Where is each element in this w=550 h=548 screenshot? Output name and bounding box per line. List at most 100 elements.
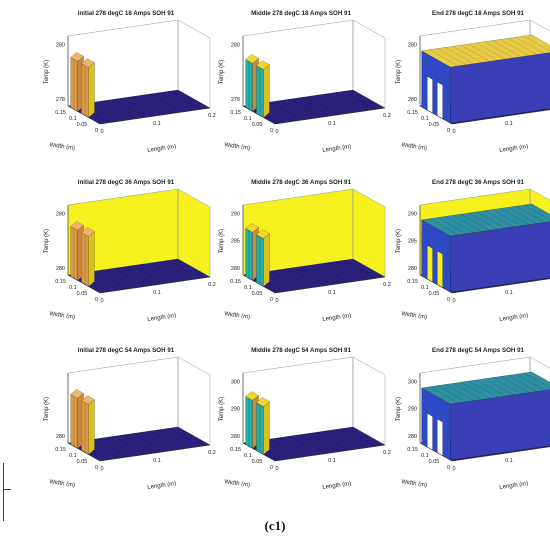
tab-front-2 bbox=[81, 400, 89, 455]
mesh-line bbox=[168, 91, 201, 110]
y-tick-label: 0.05 bbox=[252, 291, 263, 297]
z-tick-label: 290 bbox=[231, 211, 240, 217]
mesh-line bbox=[270, 270, 303, 290]
z-tick-label: 280 bbox=[408, 434, 417, 440]
plateau-mesh bbox=[484, 210, 514, 228]
y-tick-label: 0.05 bbox=[77, 291, 88, 297]
y-tick-label: 0.1 bbox=[244, 116, 252, 122]
caption-text: (c1) bbox=[264, 518, 286, 533]
plateau-mesh bbox=[492, 377, 522, 394]
panel-8: Middle 278 degC 54 Amps SOH 91 300 290 280 T… bbox=[219, 347, 391, 491]
plateau-mesh bbox=[429, 49, 459, 67]
z-axis-label: Temp (K) bbox=[219, 229, 225, 253]
y-tick-label: 0.15 bbox=[55, 110, 66, 116]
panel-title: Initial 278 degC 54 Amps SOH 91 bbox=[78, 347, 175, 354]
mesh-line bbox=[307, 265, 340, 284]
mesh-line bbox=[159, 429, 192, 448]
panel-2: Middle 278 degC 18 Amps SOH 91 280 278 Temp… bbox=[219, 10, 391, 154]
plateau-mesh bbox=[523, 35, 550, 52]
panel-title: End 278 degC 18 Amps SOH 91 bbox=[432, 10, 524, 17]
plateau-mesh bbox=[437, 48, 467, 65]
plateau-mesh bbox=[515, 206, 545, 223]
mesh-line bbox=[334, 429, 367, 448]
mesh-line bbox=[168, 428, 201, 447]
y-tick-label: 0 bbox=[95, 465, 98, 471]
tab-front-1 bbox=[245, 395, 253, 449]
x-axis-label: Length (m) bbox=[147, 481, 177, 491]
x-tick-label: 0 bbox=[100, 129, 103, 135]
z-axis-label: Temp (K) bbox=[44, 60, 50, 84]
y-tick-label: 0.1 bbox=[421, 285, 429, 291]
plateau-mesh bbox=[437, 217, 467, 234]
mesh-line bbox=[343, 428, 376, 447]
x-axis-label: Length (m) bbox=[499, 481, 529, 491]
panel-3: End 278 degC 18 Amps SOH 91 280 280 Temp (K… bbox=[396, 10, 550, 154]
plateau-gap-2 bbox=[437, 81, 443, 120]
z-tick-label: 278 bbox=[56, 97, 65, 103]
x-tick-label: 0.2 bbox=[208, 113, 216, 119]
y-tick-label: 0.15 bbox=[407, 279, 418, 285]
x-tick-label: 0 bbox=[100, 298, 103, 304]
plateau-mesh bbox=[515, 37, 545, 54]
plateau-mesh bbox=[500, 208, 530, 225]
y-axis-label: Width (m) bbox=[401, 142, 428, 152]
panel-5: Middle 278 degC 36 Amps SOH 91 290 285 280 T… bbox=[219, 179, 391, 323]
mesh-line bbox=[132, 265, 165, 284]
x-tick-label: 0 bbox=[100, 466, 103, 472]
z-tick-label: 285 bbox=[408, 239, 417, 245]
figure-caption: (c1) bbox=[0, 518, 550, 534]
z-axis-label: Temp (K) bbox=[44, 229, 50, 253]
mesh-line bbox=[150, 93, 183, 113]
x-axis bbox=[274, 276, 386, 294]
tab-front-2 bbox=[256, 234, 264, 287]
z-axis-label: Temp (K) bbox=[44, 397, 50, 421]
y-axis-label: Width (m) bbox=[49, 479, 76, 489]
plateau-mesh bbox=[476, 379, 506, 397]
mesh-line bbox=[316, 95, 349, 114]
plateau-mesh bbox=[500, 376, 530, 393]
x-tick-label: 0.2 bbox=[383, 282, 391, 288]
plateau-mesh bbox=[437, 385, 467, 402]
x-tick-label: 0.1 bbox=[328, 121, 336, 127]
y-tick-label: 0 bbox=[95, 297, 98, 303]
x-tick-label: 0.1 bbox=[153, 290, 161, 296]
plateau-mesh bbox=[445, 384, 475, 401]
x-tick-label: 0.1 bbox=[153, 458, 161, 464]
x-tick-label: 0 bbox=[275, 298, 278, 304]
mesh-line bbox=[343, 91, 376, 110]
y-axis-label: Width (m) bbox=[401, 479, 428, 489]
tab-top-1 bbox=[245, 54, 260, 64]
plateau-mesh bbox=[429, 218, 459, 236]
y-tick-label: 0.1 bbox=[69, 285, 77, 291]
panel-title: Middle 278 degC 18 Amps SOH 91 bbox=[251, 10, 351, 17]
tab-top-2 bbox=[80, 58, 95, 68]
y-axis bbox=[419, 442, 453, 462]
y-tick-label: 0 bbox=[447, 465, 450, 471]
y-axis-label: Width (m) bbox=[224, 142, 251, 152]
mesh-line bbox=[122, 97, 156, 117]
z-axis-label: Temp (K) bbox=[396, 229, 402, 253]
tab-side-2 bbox=[263, 232, 270, 288]
y-tick-label: 0.05 bbox=[77, 459, 88, 465]
mesh-line bbox=[95, 438, 128, 458]
tab-side-2 bbox=[88, 61, 95, 119]
y-tick-label: 0.05 bbox=[252, 122, 263, 128]
mesh-line bbox=[150, 262, 183, 282]
z-tick-label: 290 bbox=[408, 211, 417, 217]
z-tick-label: 280 bbox=[408, 97, 417, 103]
plateau-mesh bbox=[507, 375, 537, 392]
mesh-line bbox=[113, 99, 146, 118]
mesh-line bbox=[316, 264, 349, 283]
x-tick-label: 0.1 bbox=[328, 458, 336, 464]
y-tick-label: 0 bbox=[447, 297, 450, 303]
plateau-gap-1 bbox=[427, 245, 433, 283]
x-axis-label: Length (m) bbox=[147, 144, 177, 154]
mesh-line bbox=[316, 432, 349, 451]
mesh-line bbox=[297, 434, 331, 454]
x-tick-label: 0.1 bbox=[153, 121, 161, 127]
panel-1: Initial 278 degC 18 Amps SOH 91 280 278 Tem… bbox=[44, 10, 216, 154]
panel-4: Initial 278 degC 36 Amps SOH 91 280 280 Tem… bbox=[44, 179, 216, 323]
x-tick-label: 0.1 bbox=[505, 290, 513, 296]
plateau-mesh bbox=[523, 204, 550, 221]
panel-9: End 278 degC 54 Amps SOH 91 300 290 280 Temp… bbox=[396, 347, 550, 491]
